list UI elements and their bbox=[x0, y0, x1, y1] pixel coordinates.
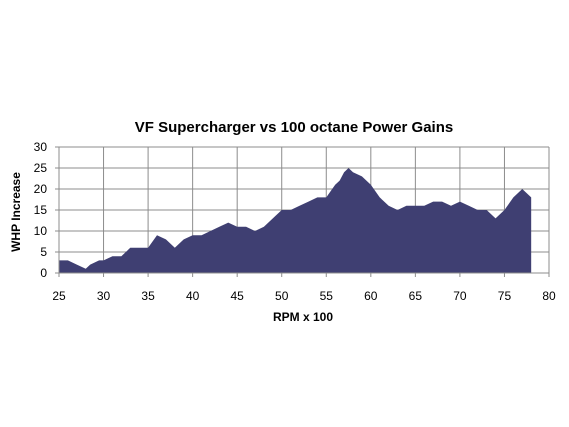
x-tick-label: 80 bbox=[542, 289, 556, 303]
y-tick-label: 25 bbox=[34, 161, 48, 175]
y-tick-label: 30 bbox=[34, 140, 48, 154]
y-axis-title: WHP Increase bbox=[9, 172, 23, 252]
x-tick-label: 40 bbox=[186, 289, 200, 303]
x-tick-label: 65 bbox=[409, 289, 423, 303]
y-tick-label: 20 bbox=[34, 182, 48, 196]
chart-title: VF Supercharger vs 100 octane Power Gain… bbox=[135, 119, 453, 136]
y-tick-label: 5 bbox=[40, 245, 47, 259]
y-tick-label: 15 bbox=[34, 203, 48, 217]
plot-area bbox=[59, 168, 532, 273]
y-axis-ticks: 0 5 10 15 20 25 30 bbox=[34, 140, 59, 280]
x-tick-label: 75 bbox=[498, 289, 512, 303]
x-tick-label: 45 bbox=[231, 289, 245, 303]
area-series bbox=[59, 168, 532, 273]
x-tick-label: 60 bbox=[364, 289, 378, 303]
x-tick-label: 25 bbox=[52, 289, 66, 303]
x-axis-ticks: 25 30 35 40 45 50 55 60 65 70 75 80 bbox=[52, 273, 556, 303]
x-tick-label: 35 bbox=[141, 289, 155, 303]
y-tick-label: 10 bbox=[34, 224, 48, 238]
x-axis-title: RPM x 100 bbox=[273, 310, 333, 324]
y-tick-label: 0 bbox=[40, 266, 47, 280]
x-tick-label: 30 bbox=[97, 289, 111, 303]
x-tick-label: 55 bbox=[320, 289, 334, 303]
x-tick-label: 50 bbox=[275, 289, 289, 303]
x-tick-label: 70 bbox=[453, 289, 467, 303]
